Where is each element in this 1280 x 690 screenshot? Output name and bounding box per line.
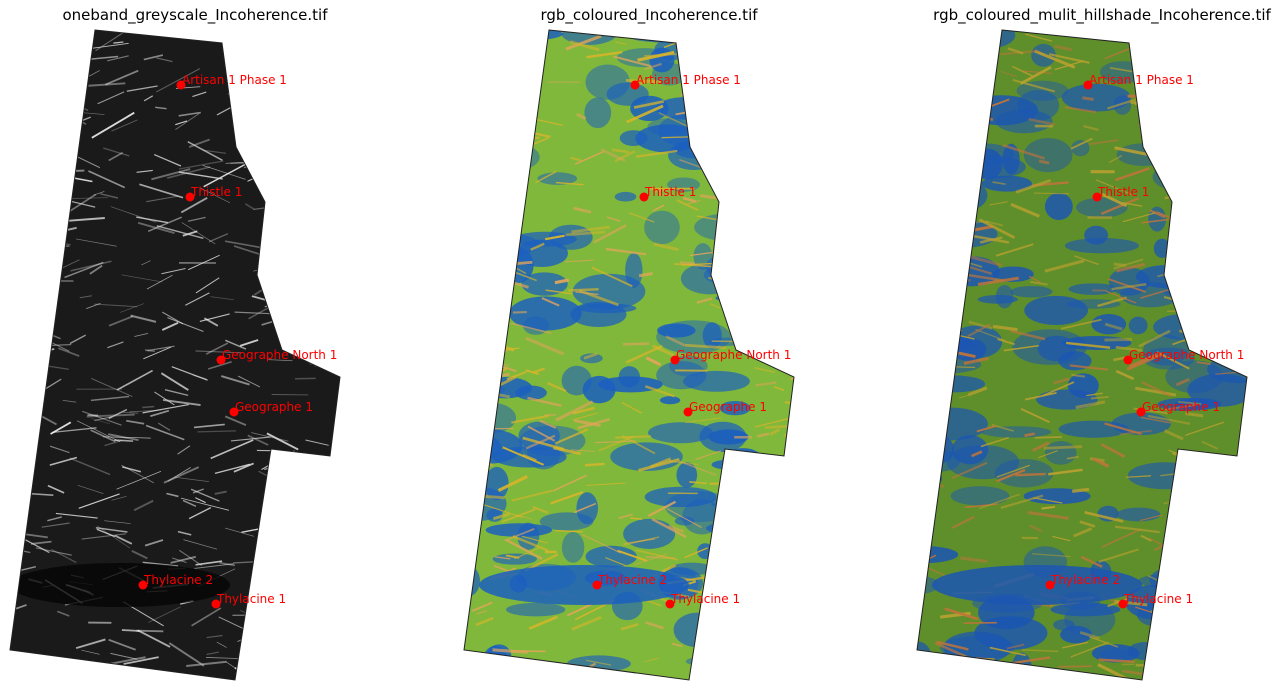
well-label: Geographe North 1 [222,348,337,362]
well-label: Thylacine 2 [597,573,667,587]
well-marker [665,599,675,609]
well-label: Geographe 1 [1142,400,1220,414]
well-label: Geographe North 1 [1129,348,1244,362]
well-label: Thylacine 1 [1123,592,1193,606]
survey-outline [916,29,1248,681]
map-title: rgb_coloured_mulit_hillshade_Incoherence… [933,6,1271,24]
well-label: Thistle 1 [644,185,696,199]
map-canvas: Artisan 1 Phase 1 Thistle 1 Geographe Nort… [463,29,795,681]
well-label: Geographe 1 [689,400,767,414]
survey-outline [9,29,341,681]
well-marker [211,599,221,609]
well-marker [670,355,680,365]
map-title: oneband_greyscale_Incoherence.tif [62,6,328,24]
map-canvas: Artisan 1 Phase 1 Thistle 1 Geographe Nort… [9,29,341,681]
well-marker [683,407,693,417]
well-marker [1136,407,1146,417]
well-marker [176,80,186,90]
well-marker [639,192,649,202]
map-panel-hillshade: rgb_coloured_mulit_hillshade_Incoherence… [907,0,1280,690]
well-marker [1045,580,1055,590]
map-canvas: Artisan 1 Phase 1 Thistle 1 Geographe Nort… [916,29,1248,681]
well-marker [185,192,195,202]
well-label: Thistle 1 [1097,185,1149,199]
well-label: Thistle 1 [190,185,242,199]
map-panel-greyscale: oneband_greyscale_Incoherence.tif Artisa… [0,0,390,690]
well-marker [1118,599,1128,609]
well-label: Artisan 1 Phase 1 [636,73,741,87]
survey-outline [463,29,795,681]
well-label: Thylacine 2 [1050,573,1120,587]
well-marker [216,355,226,365]
well-marker [1092,192,1102,202]
map-title: rgb_coloured_Incoherence.tif [540,6,758,24]
well-label: Thylacine 1 [216,592,286,606]
well-marker [592,580,602,590]
well-marker [138,580,148,590]
well-marker [630,80,640,90]
well-label: Thylacine 1 [670,592,740,606]
well-label: Artisan 1 Phase 1 [182,73,287,87]
well-label: Geographe 1 [235,400,313,414]
well-marker [1083,80,1093,90]
well-marker [229,407,239,417]
well-label: Artisan 1 Phase 1 [1089,73,1194,87]
well-label: Geographe North 1 [676,348,791,362]
well-marker [1123,355,1133,365]
map-panel-coloured: rgb_coloured_Incoherence.tif Artisan 1 P… [454,0,844,690]
well-label: Thylacine 2 [143,573,213,587]
